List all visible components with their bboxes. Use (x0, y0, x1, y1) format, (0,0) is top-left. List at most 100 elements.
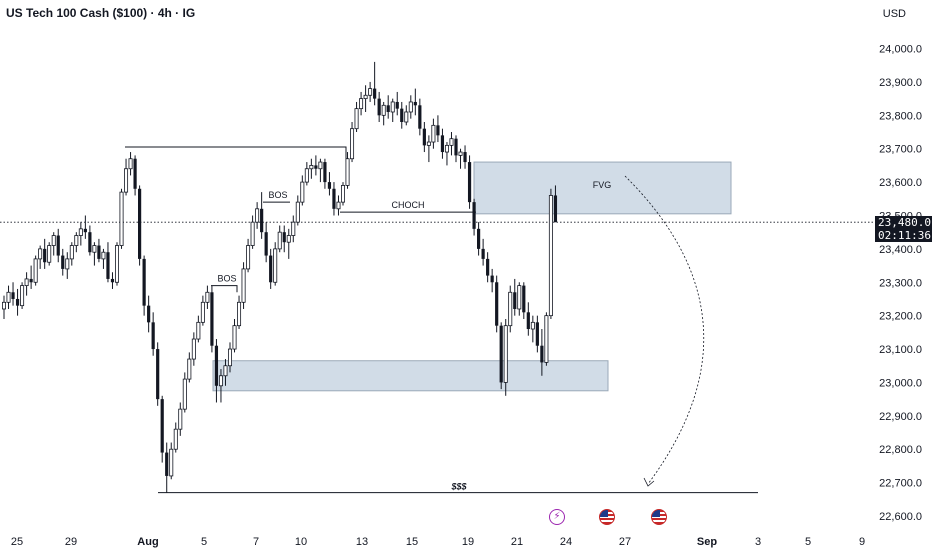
candle-body (227, 348, 232, 367)
candle (359, 91, 364, 116)
time-tick-label: 24 (560, 536, 572, 548)
candle-body (530, 321, 535, 330)
candle (327, 172, 332, 196)
candle (413, 88, 417, 116)
candle-body (151, 322, 155, 350)
candle (147, 295, 151, 333)
candle (255, 202, 260, 229)
candle (210, 285, 214, 353)
price-axis[interactable]: 24,000.0 23,900.0 23,800.0 23,700.0 23,600.0… (879, 44, 922, 523)
candle (65, 252, 70, 279)
demand-zone (212, 360, 609, 392)
bos-line (211, 285, 238, 293)
candle-body (200, 301, 205, 323)
price-tick-label: 23,000.0 (879, 377, 922, 389)
candle (530, 315, 535, 343)
candle (377, 91, 381, 122)
candle (522, 282, 526, 319)
us-flag-icon[interactable] (599, 509, 615, 525)
candle-body (508, 291, 513, 327)
candle (553, 185, 558, 223)
candle-body (173, 428, 178, 450)
projection-arc (624, 175, 705, 485)
candle-body (363, 94, 368, 100)
candle-body (286, 235, 291, 243)
candle (78, 222, 83, 246)
candle (467, 155, 472, 209)
candle-body (11, 292, 15, 299)
time-tick-label: 7 (253, 536, 259, 548)
candle-body (490, 275, 494, 283)
candle-body (214, 345, 219, 386)
swing-high-line (125, 146, 347, 163)
candle (400, 101, 404, 129)
candle-body (160, 399, 164, 453)
us-flag-icon[interactable] (651, 509, 667, 525)
candle-body (517, 285, 522, 310)
candle (38, 245, 43, 269)
candle-body (269, 255, 273, 283)
symbol-title[interactable]: US Tech 100 Cash ($100) · 4h · IG (6, 6, 196, 20)
candle (165, 442, 169, 493)
candle (508, 285, 513, 333)
candle (540, 329, 544, 376)
candle-body (250, 221, 255, 246)
candle-body (404, 111, 409, 123)
candle-body (314, 165, 318, 169)
candle-body (291, 221, 296, 236)
candle (282, 225, 286, 253)
candle (138, 185, 142, 266)
time-tick-label: 27 (619, 536, 631, 548)
lightning-icon[interactable]: ⚡ (549, 509, 565, 525)
candle-body (354, 108, 359, 130)
candle-body (304, 168, 309, 183)
candle (286, 228, 291, 259)
candle (218, 369, 223, 403)
price-tick-label: 23,100.0 (879, 344, 922, 356)
price-tick-label: 24,000.0 (879, 44, 922, 56)
candle (169, 442, 174, 480)
candle (477, 222, 481, 256)
candle-body (178, 408, 183, 430)
time-tick-label: Aug (137, 536, 158, 548)
candle-body (97, 245, 101, 259)
candle (503, 318, 508, 396)
time-tick-label: 10 (295, 536, 307, 548)
time-tick-label: 29 (65, 536, 77, 548)
candle-body (169, 448, 174, 477)
candles-layer (2, 61, 558, 493)
candle-body (138, 188, 142, 259)
price-tick-label: 23,800.0 (879, 110, 922, 122)
candle (6, 285, 11, 309)
candle (156, 342, 160, 406)
candle-body (513, 292, 517, 309)
candle (535, 315, 539, 353)
candle (151, 312, 155, 356)
candle-body (260, 208, 264, 233)
candle-body (449, 138, 454, 146)
candle (128, 152, 133, 176)
candle (43, 238, 47, 269)
candle-body (444, 144, 449, 153)
candle (2, 295, 7, 319)
candle-body (128, 158, 133, 170)
candle (260, 192, 264, 239)
candle-body (277, 231, 282, 250)
candle (115, 242, 120, 286)
candle (314, 155, 318, 176)
candle-body (115, 245, 120, 283)
price-tick-label: 23,200.0 (879, 311, 922, 323)
candle-body (187, 358, 192, 380)
candle-body (264, 232, 268, 256)
candle (33, 255, 38, 286)
candle-body (191, 338, 196, 360)
candle-body (56, 235, 60, 256)
candle (354, 101, 359, 133)
candle (458, 148, 463, 169)
candle-body (78, 228, 83, 236)
currency-label[interactable]: USD (882, 8, 906, 20)
time-tick-label: 19 (462, 536, 474, 548)
time-axis[interactable]: 25 29 Aug 5 7 10 13 15 19 21 24 27 Sep 3 5 9 (11, 536, 865, 548)
candle-body (458, 151, 463, 156)
